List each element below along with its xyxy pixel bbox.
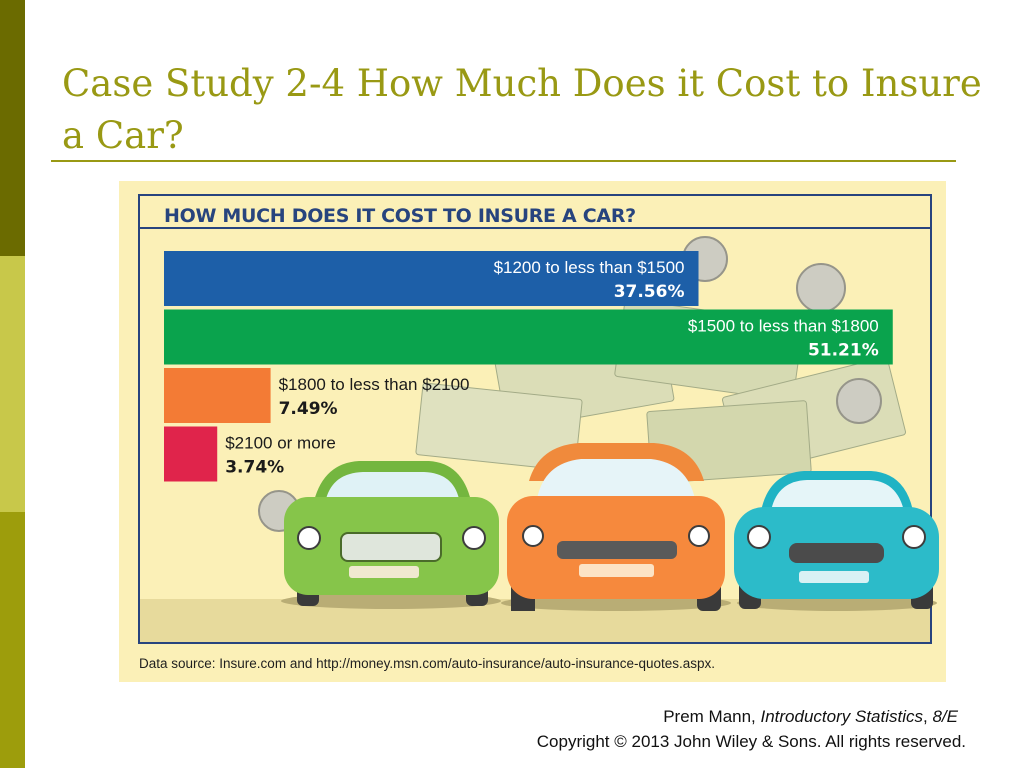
footer-separator: , xyxy=(923,707,933,726)
slide-title: Case Study 2-4 How Much Does it Cost to … xyxy=(62,62,982,157)
bars-layer: $1200 to less than $1500 37.56%$1500 to l… xyxy=(164,251,893,482)
bar-category-label: $1500 to less than $1800 xyxy=(688,317,879,336)
side-strip-middle xyxy=(0,256,25,512)
chart-svg: $1200 to less than $1500 37.56%$1500 to l… xyxy=(138,194,939,644)
side-strip-bottom xyxy=(0,512,25,768)
bar-category-label: $2100 or more xyxy=(225,434,336,453)
bar-value-label: 37.56% xyxy=(614,282,685,302)
footer-edition: 8/E xyxy=(932,707,958,726)
title-rule xyxy=(51,160,956,162)
bar-4 xyxy=(164,426,218,482)
bar-category-label: $1800 to less than $2100 xyxy=(279,375,470,394)
chart-title: HOW MUCH DOES IT COST TO INSURE A CAR? xyxy=(164,205,636,227)
green-car-icon xyxy=(281,461,501,609)
chart-figure: $1200 to less than $1500 37.56% $1500 to l… xyxy=(119,181,946,682)
footer-author: Prem Mann, xyxy=(663,707,761,726)
dollar-bill-icon xyxy=(415,382,583,472)
chart-frame xyxy=(138,194,932,644)
bar-value-label: 3.74% xyxy=(225,458,284,478)
bar-value-label: 51.21% xyxy=(808,341,879,361)
footer-copyright: Copyright © 2013 John Wiley & Sons. All … xyxy=(536,732,966,751)
footer-book-title: Introductory Statistics xyxy=(760,707,924,726)
orange-car-icon xyxy=(501,443,731,611)
bar-category-label: $1200 to less than $1500 xyxy=(494,258,685,277)
bar-2 xyxy=(164,309,893,365)
teal-car-icon xyxy=(734,471,939,611)
side-strip-top xyxy=(0,0,25,256)
bar-value-label: 7.49% xyxy=(279,399,338,419)
coin-icon xyxy=(796,263,846,313)
footer-citation: Prem Mann, Introductory Statistics, 8/E xyxy=(537,704,966,729)
slide-footer: Prem Mann, Introductory Statistics, 8/E … xyxy=(537,704,966,754)
data-source-note: Data source: Insure.com and http://money… xyxy=(139,656,716,671)
bar-3 xyxy=(164,368,271,423)
bar-1 xyxy=(164,251,699,306)
coin-icon xyxy=(836,378,882,424)
